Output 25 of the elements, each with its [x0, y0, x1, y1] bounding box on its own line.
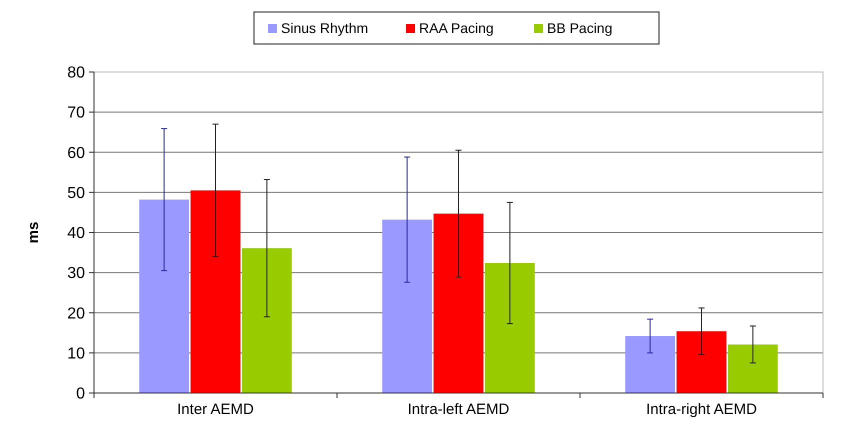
y-tick-label: 0 — [76, 386, 86, 403]
y-tick-label: 30 — [67, 265, 86, 282]
bar — [139, 200, 190, 393]
y-tick-label: 40 — [67, 225, 86, 242]
x-tick-label: Intra-left AEMD — [408, 401, 510, 418]
bar — [728, 344, 778, 393]
bar — [382, 220, 432, 393]
y-tick-label: 20 — [67, 305, 86, 322]
y-tick-label: 50 — [67, 184, 86, 202]
legend-label: RAA Pacing — [419, 20, 494, 36]
y-tick-label: 60 — [67, 144, 86, 162]
y-tick-label: 80 — [67, 64, 86, 82]
legend-label: BB Pacing — [547, 20, 612, 36]
bar — [242, 248, 292, 393]
y-axis-title: ms — [25, 222, 42, 244]
x-tick-label: Intra-right AEMD — [646, 401, 758, 418]
y-tick-label: 10 — [67, 345, 86, 362]
bar — [190, 190, 240, 393]
bar — [434, 214, 484, 393]
legend-label: Sinus Rhythm — [281, 20, 368, 36]
bar — [676, 331, 726, 393]
x-tick-label: Inter AEMD — [177, 401, 254, 418]
y-tick-label: 70 — [67, 104, 86, 122]
bar — [625, 336, 676, 393]
bar — [484, 262, 535, 393]
